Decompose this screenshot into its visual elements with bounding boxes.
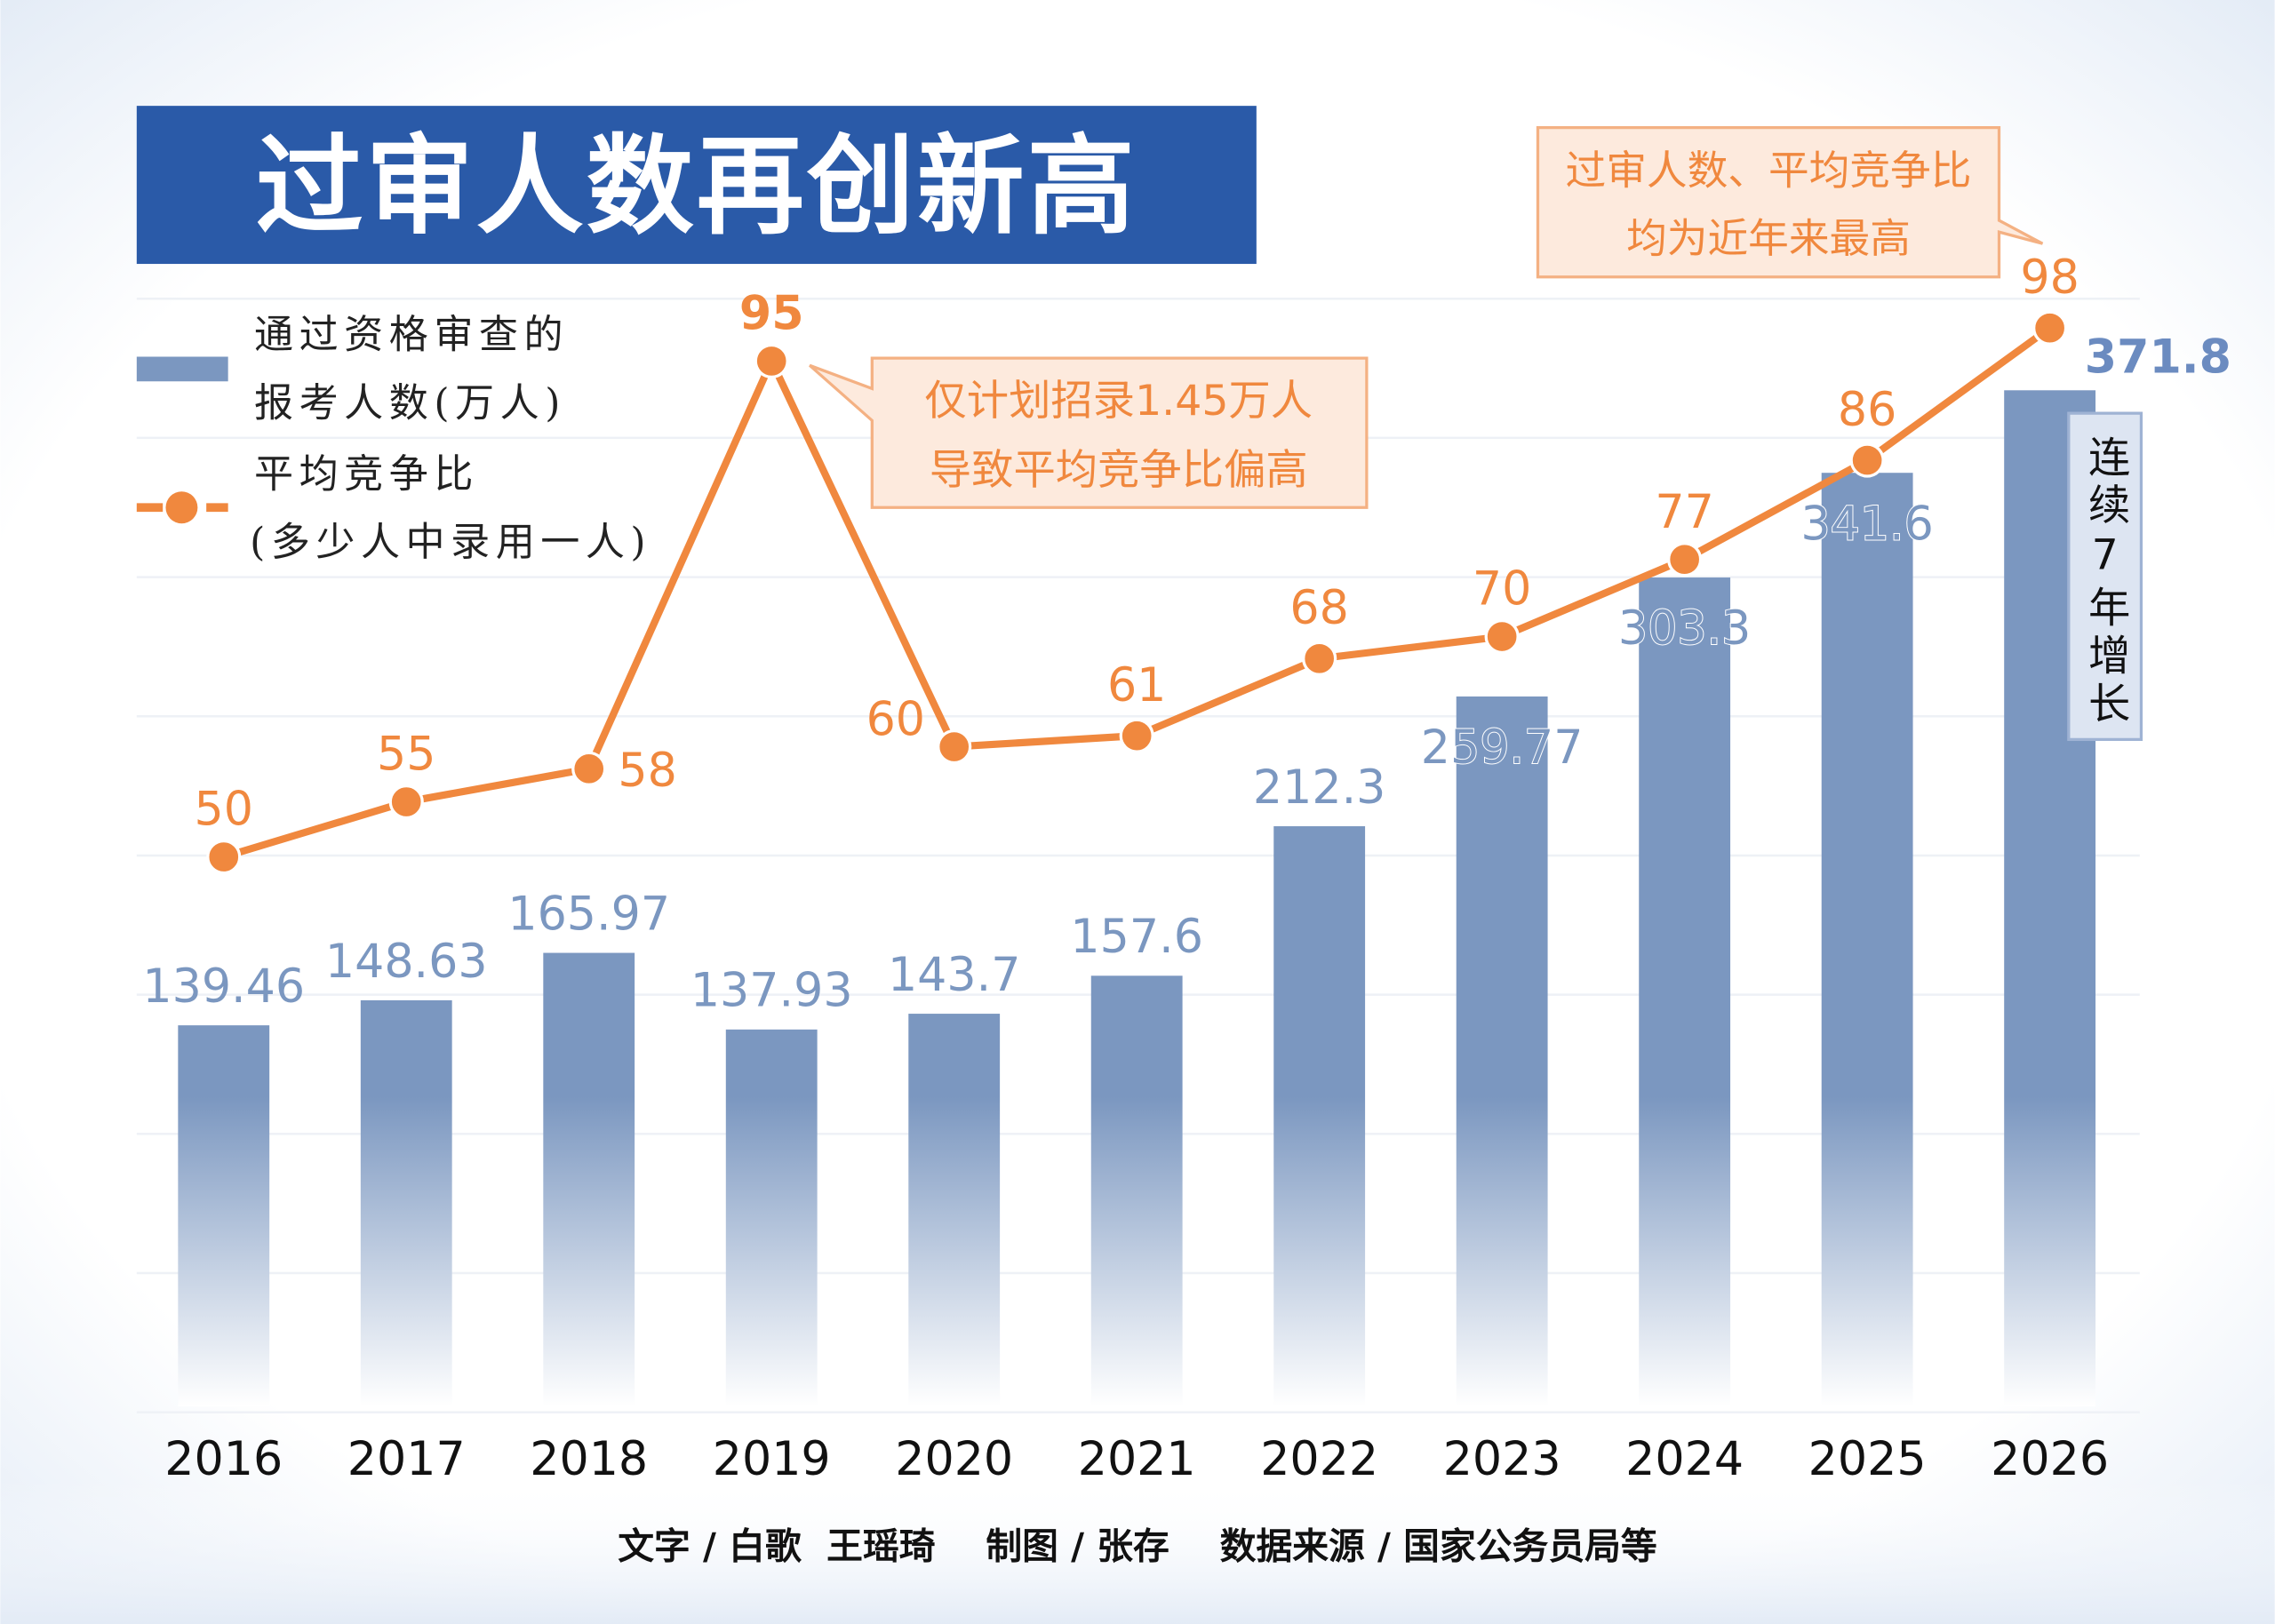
chart-title: 过审人数再创新高 — [256, 124, 1138, 249]
bar-2022 — [1273, 826, 1366, 1407]
x-tick-label: 2021 — [1078, 1433, 1196, 1486]
line-value-label: 50 — [195, 784, 253, 837]
bar-value-label: 137.93 — [690, 965, 853, 1018]
streak-text: 连续7年增长 — [2080, 435, 2129, 729]
line-point-2025 — [1849, 442, 1885, 478]
line-value-label: 68 — [1289, 582, 1348, 635]
title-banner — [136, 106, 1257, 265]
legend-line-label-2: (多少人中录用一人) — [250, 520, 651, 565]
bar-value-label: 259.77 — [1421, 721, 1584, 775]
line-series — [206, 310, 2068, 875]
line-value-label: 58 — [618, 744, 676, 798]
bar-value-label: 148.63 — [325, 935, 488, 989]
line-point-2018 — [571, 751, 607, 786]
bar-value-label: 341.6 — [1800, 498, 1934, 551]
bar-2016 — [178, 1025, 270, 1407]
line-value-label: 61 — [1107, 659, 1166, 712]
x-tick-label: 2017 — [347, 1433, 466, 1486]
line-point-2026 — [2032, 310, 2068, 346]
x-tick-label: 2024 — [1625, 1433, 1744, 1486]
data-labels: 139.46 148.63 165.97 137.93 143.7 157.6 212.3 2… — [142, 251, 2231, 1018]
callout-peak-line2: 导致平均竞争比偏高 — [930, 446, 1308, 495]
legend-bar-swatch — [136, 356, 228, 382]
line-value-label: 86 — [1838, 384, 1896, 437]
bar-value-label: 165.97 — [507, 888, 670, 941]
bar-value-label: 212.3 — [1253, 761, 1385, 815]
callout-record-line2: 均为近年来最高 — [1626, 215, 1911, 262]
line-value-label: 55 — [377, 728, 435, 782]
bars — [178, 390, 2096, 1407]
bar-value-label: 139.46 — [142, 960, 305, 1014]
callout-peak: 仅计划招录1.45万人 导致平均竞争比偏高 — [809, 356, 1369, 509]
bar-2018 — [543, 952, 635, 1407]
bar-value-label: 143.7 — [888, 949, 1020, 1002]
line-point-2024 — [1667, 542, 1703, 577]
bar-2025 — [1821, 473, 1913, 1407]
x-tick-label: 2019 — [713, 1433, 831, 1486]
x-tick-label: 2025 — [1808, 1433, 1927, 1486]
bar-2024 — [1639, 577, 1731, 1407]
x-tick-label: 2023 — [1443, 1433, 1561, 1486]
bar-2020 — [908, 1014, 1001, 1407]
bar-value-label: 157.6 — [1070, 911, 1203, 964]
x-tick-label: 2016 — [164, 1433, 283, 1486]
bar-value-label: 371.8 — [2085, 331, 2231, 385]
line-point-2016 — [206, 840, 242, 875]
bar-2021 — [1090, 975, 1183, 1407]
x-tick-label: 2022 — [1260, 1433, 1378, 1486]
line-value-label: 98 — [2020, 251, 2079, 305]
callout-record: 过审人数、平均竞争比 均为近年来最高 — [1536, 125, 2044, 279]
legend-bar-label-1: 通过资格审查的 — [254, 313, 569, 358]
line-point-2020 — [937, 728, 972, 765]
x-tick-label: 2020 — [895, 1433, 1013, 1486]
streak-label: 连续7年增长 — [2067, 411, 2143, 742]
line-point-2019 — [754, 343, 789, 378]
line-point-2017 — [388, 784, 424, 820]
bar-2023 — [1456, 696, 1548, 1407]
bar-value-label: 303.3 — [1618, 602, 1752, 656]
line-point-2022 — [1302, 641, 1337, 676]
legend-line-label-1: 平均竞争比 — [254, 451, 479, 497]
line-value-label: 60 — [866, 693, 925, 746]
callout-record-line1: 过审人数、平均竞争比 — [1566, 147, 1972, 194]
line-point-2023 — [1484, 618, 1520, 655]
line-point-2021 — [1119, 718, 1154, 753]
callout-peak-line1: 仅计划招录1.45万人 — [924, 377, 1313, 426]
legend-bar-label-2: 报考人数(万人) — [254, 380, 566, 426]
bar-2019 — [725, 1029, 818, 1407]
x-tick-label: 2026 — [1991, 1433, 2109, 1486]
bar-2017 — [360, 999, 452, 1407]
x-tick-label: 2018 — [530, 1433, 648, 1486]
line-value-label: 70 — [1473, 563, 1531, 617]
x-axis: 2016 2017 2018 2019 2020 2021 2022 2023 2024 2025… — [164, 1433, 2109, 1486]
line-value-label: 95 — [739, 287, 804, 340]
line-value-label: 77 — [1655, 486, 1713, 539]
footer-credits: 文字 / 白歌 王瑶琦 制图 / 张存 数据来源 / 国家公务员局等 — [618, 1525, 1656, 1568]
legend-line-swatch — [136, 491, 228, 524]
footer-band — [0, 1478, 2275, 1624]
